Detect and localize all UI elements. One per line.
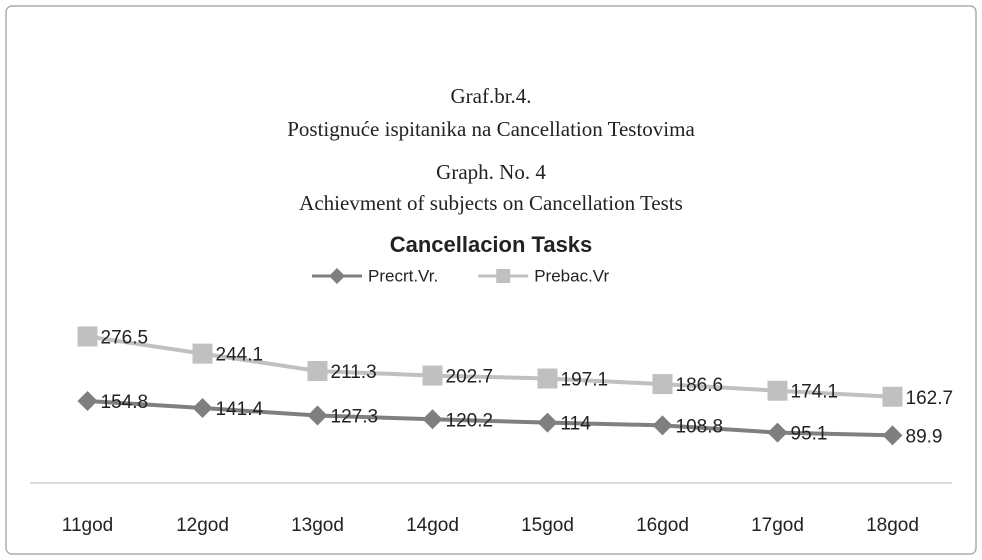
- marker: [496, 269, 511, 283]
- data-label: 114: [561, 414, 592, 435]
- data-label: 244.1: [216, 345, 264, 366]
- data-label: 127.3: [331, 407, 379, 428]
- x-tick-label: 17god: [751, 515, 804, 536]
- data-label: 276.5: [101, 327, 149, 348]
- legend-label: Prebac.Vr: [534, 266, 609, 285]
- heading: Postignuće ispitanika na Cancellation Te…: [287, 117, 695, 141]
- x-tick-label: 15god: [521, 515, 574, 536]
- data-label: 211.3: [331, 362, 377, 383]
- x-tick-label: 12god: [176, 515, 229, 536]
- marker: [329, 268, 345, 284]
- data-label: 174.1: [791, 382, 839, 403]
- marker: [652, 415, 673, 436]
- data-label: 120.2: [446, 410, 494, 431]
- legend-label: Precrt.Vr.: [368, 266, 438, 285]
- marker: [652, 374, 673, 395]
- marker: [307, 405, 328, 426]
- heading: Graph. No. 4: [436, 160, 546, 184]
- data-label: 197.1: [561, 370, 609, 391]
- data-label: 202.7: [446, 367, 494, 388]
- data-label: 95.1: [791, 424, 828, 445]
- data-label: 186.6: [676, 375, 724, 396]
- data-label: 141.4: [216, 399, 264, 420]
- heading: Graf.br.4.: [450, 84, 531, 108]
- marker: [882, 425, 903, 446]
- data-label: 89.9: [906, 426, 943, 447]
- series-line: [87, 398, 893, 438]
- marker: [192, 343, 213, 364]
- marker: [422, 409, 443, 430]
- series-line: [87, 334, 893, 399]
- data-label: 154.8: [101, 392, 149, 413]
- marker: [767, 380, 788, 401]
- marker: [537, 368, 558, 389]
- marker: [422, 365, 443, 386]
- data-label: 108.8: [676, 416, 724, 437]
- heading: Achievment of subjects on Cancellation T…: [299, 191, 683, 215]
- x-tick-label: 18god: [866, 515, 919, 536]
- marker: [307, 361, 328, 382]
- data-label: 162.7: [906, 388, 954, 409]
- marker: [77, 326, 98, 347]
- marker: [192, 398, 213, 419]
- marker: [882, 386, 903, 407]
- chart-title: Cancellacion Tasks: [390, 232, 593, 257]
- x-tick-label: 13god: [291, 515, 344, 536]
- x-tick-label: 11god: [62, 515, 113, 536]
- x-tick-label: 14god: [406, 515, 459, 536]
- x-tick-label: 16god: [636, 515, 689, 536]
- marker: [767, 422, 788, 443]
- frame: [5, 5, 977, 555]
- marker: [537, 412, 558, 433]
- marker: [77, 390, 98, 411]
